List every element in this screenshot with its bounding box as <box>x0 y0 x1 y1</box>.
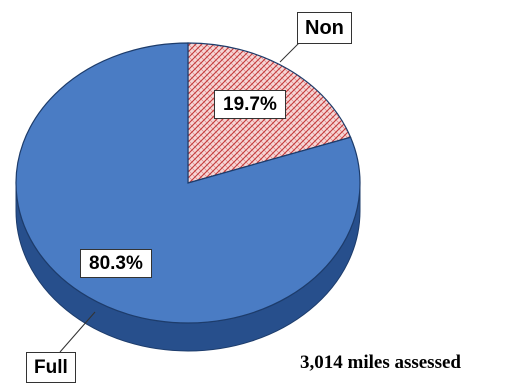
data-label-full: 80.3% <box>80 249 152 278</box>
pie-top-group <box>15 42 361 324</box>
chart-annotation: 3,014 miles assessed <box>300 352 461 373</box>
slice-label-full: Full <box>26 352 76 383</box>
data-label-non: 19.7% <box>214 90 286 119</box>
leader-line-full <box>59 311 96 353</box>
slice-label-non: Non <box>297 12 352 44</box>
